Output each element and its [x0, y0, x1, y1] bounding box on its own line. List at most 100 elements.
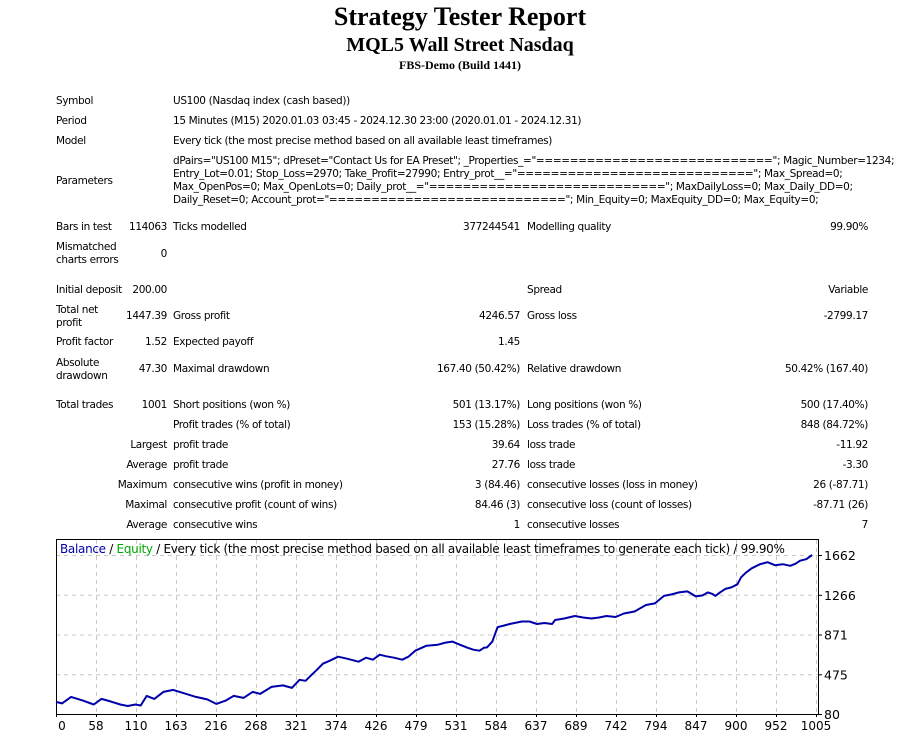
netprofit-label: Total net profit	[56, 304, 98, 329]
avgwins-value: 1	[513, 519, 521, 531]
short-label: Short positions (won %)	[173, 399, 291, 411]
series-group	[55, 554, 813, 707]
model-value: Every tick (the most precise method base…	[173, 135, 553, 147]
x-tick-label: 216	[205, 719, 228, 733]
legend-equity: Equity	[117, 542, 153, 556]
losstrades-label: Loss trades (% of total)	[527, 419, 641, 431]
profittrades-label: Profit trades (% of total)	[173, 419, 291, 431]
balance-chart: Balance / Equity / Every tick (the most …	[55, 539, 856, 733]
largest-loss-label: loss trade	[527, 439, 576, 451]
chart-title: Balance / Equity / Every tick (the most …	[60, 542, 785, 556]
symbol-value: US100 (Nasdaq index (cash based))	[173, 95, 350, 107]
x-tick-label: 58	[88, 719, 103, 733]
trades-value: 1001	[141, 399, 168, 411]
x-tick-label: 426	[365, 719, 388, 733]
maxloss-label: consecutive loss (count of losses)	[527, 499, 692, 511]
maxlosses-value: 26 (-87.71)	[813, 479, 868, 491]
netprofit-value: 1447.39	[126, 310, 167, 322]
report-subtitle: MQL5 Wall Street Nasdaq	[346, 34, 574, 56]
parameters-label: Parameters	[56, 175, 113, 187]
ticks-label: Ticks modelled	[173, 221, 247, 233]
grossloss-value: -2799.17	[823, 310, 869, 322]
x-tick-label: 110	[125, 719, 148, 733]
absdd-label: Absolute drawdown	[56, 357, 108, 382]
grossprofit-value: 4246.57	[479, 310, 520, 322]
average-loss-label: loss trade	[527, 459, 576, 471]
x-tick-label: 0	[58, 719, 66, 733]
legend-description: / Every tick (the most precise method ba…	[153, 542, 785, 556]
reldd-value: 50.42% (167.40)	[784, 363, 868, 375]
x-tick-label: 1005	[801, 719, 832, 733]
x-tick-label: 952	[765, 719, 788, 733]
y-tick-label: 1266	[824, 588, 856, 603]
maxloss-value: -87.71 (26)	[813, 499, 868, 511]
losstrades-value: 848 (84.72%)	[800, 419, 869, 431]
maxlosses-label: consecutive losses (loss in money)	[527, 479, 698, 491]
legend-sep: /	[106, 542, 117, 556]
largest-profit-value: 39.64	[491, 439, 521, 451]
reldd-label: Relative drawdown	[527, 363, 622, 375]
grossprofit-label: Gross profit	[173, 310, 230, 322]
parameters-line: Entry_Lot=0.01; Stop_Loss=2970; Take_Pro…	[173, 168, 843, 180]
mismatch-label: Mismatched charts errors	[56, 241, 119, 266]
profittrades-value: 153 (15.28%)	[452, 419, 521, 431]
maxwins-value: 3 (84.46)	[474, 479, 520, 491]
period-label: Period	[56, 115, 87, 127]
parameters-line: Daily_Reset=0; Account_prot="===========…	[173, 194, 819, 206]
balance-line	[55, 554, 813, 707]
parameters-line: Max_OpenPos=0; Max_OpenLots=0; Daily_pro…	[173, 181, 853, 193]
grossloss-label: Gross loss	[527, 310, 577, 322]
mismatch-value: 0	[160, 248, 168, 260]
maxprofit-label: consecutive profit (count of wins)	[173, 499, 337, 511]
average-profit-label: profit trade	[173, 459, 229, 471]
maxwins-label: consecutive wins (profit in money)	[173, 479, 343, 491]
x-tick-label: 900	[725, 719, 748, 733]
chart-grid	[56, 540, 818, 714]
trades-label: Total trades	[56, 399, 114, 411]
short-value: 501 (13.17%)	[452, 399, 521, 411]
x-tick-label: 479	[405, 719, 428, 733]
avgwins-label: consecutive wins	[173, 519, 258, 531]
y-tick-label: 1662	[824, 548, 856, 563]
average-prefix: Average	[126, 459, 167, 471]
x-tick-label: 321	[285, 719, 308, 733]
maxdd-label: Maximal drawdown	[173, 363, 270, 375]
ticks-value: 377244541	[463, 221, 520, 233]
deposit-value: 200.00	[132, 284, 167, 296]
y-tick-label: 80	[824, 707, 840, 722]
largest-prefix: Largest	[130, 439, 167, 451]
period-value: 15 Minutes (M15) 2020.01.03 03:45 - 2024…	[173, 115, 582, 127]
x-tick-label: 847	[685, 719, 708, 733]
x-tick-label: 584	[485, 719, 508, 733]
x-tick-label: 742	[605, 719, 628, 733]
report-title: Strategy Tester Report	[333, 2, 587, 31]
deposit-label: Initial deposit	[56, 284, 122, 296]
maxprofit-value: 84.46 (3)	[474, 499, 520, 511]
bars-label: Bars in test	[56, 221, 112, 233]
largest-loss-value: -11.92	[836, 439, 868, 451]
x-tick-label: 794	[645, 719, 668, 733]
x-axis: 0 58 110 163 216 268 321 374 426 479 531 584 637 689 7…	[56, 714, 832, 733]
x-tick-label: 531	[445, 719, 468, 733]
model-label: Model	[56, 135, 86, 147]
payoff-value: 1.45	[498, 336, 520, 348]
x-tick-label: 374	[325, 719, 348, 733]
long-value: 500 (17.40%)	[800, 399, 869, 411]
symbol-label: Symbol	[56, 95, 94, 107]
maxdd-value: 167.40 (50.42%)	[436, 363, 520, 375]
y-tick-label: 871	[824, 628, 848, 643]
x-tick-label: 163	[165, 719, 188, 733]
y-axis: 1662 1266 871 475 80	[818, 548, 856, 722]
quality-value: 99.90%	[830, 221, 868, 233]
payoff-label: Expected payoff	[173, 336, 254, 348]
y-tick-label: 475	[824, 667, 848, 682]
largest-profit-label: profit trade	[173, 439, 229, 451]
maximum-prefix: Maximum	[117, 479, 168, 491]
server-build: FBS-Demo (Build 1441)	[398, 58, 521, 72]
quality-label: Modelling quality	[527, 221, 611, 233]
pf-label: Profit factor	[56, 336, 113, 348]
maximal-prefix: Maximal	[125, 499, 167, 511]
average-profit-value: 27.76	[491, 459, 521, 471]
spread-value: Variable	[828, 284, 868, 296]
legend-balance: Balance	[60, 542, 106, 556]
